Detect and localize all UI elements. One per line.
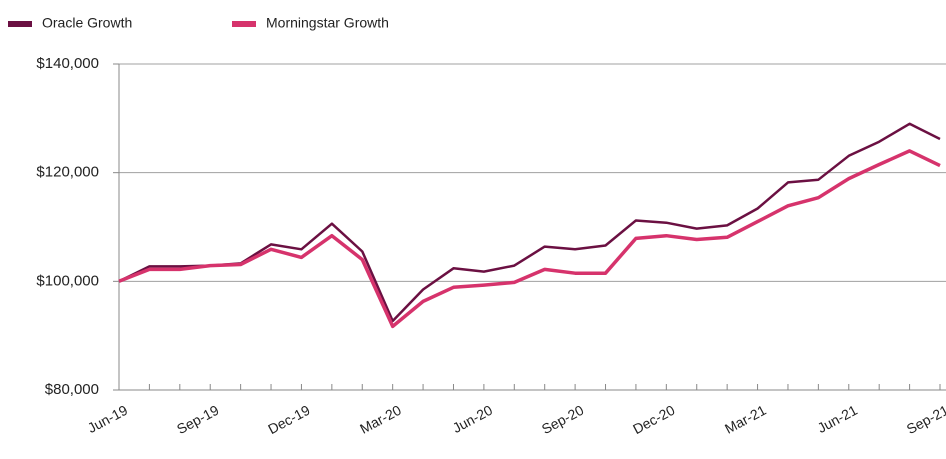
series-line [118, 149, 941, 329]
y-tick-label: $100,000 [36, 272, 99, 289]
x-tick-label: Jun-20 [450, 402, 495, 436]
legend-label: Morningstar Growth [266, 15, 389, 31]
x-tick-label: Jun-19 [85, 402, 130, 436]
legend-swatch [8, 21, 32, 27]
y-tick-label: $80,000 [45, 381, 99, 398]
legend-swatch [232, 21, 256, 27]
x-tick-label: Dec-20 [630, 402, 678, 437]
legend-label: Oracle Growth [42, 15, 132, 31]
y-tick-label: $120,000 [36, 164, 99, 181]
series-line [118, 122, 941, 323]
y-tick-label: $140,000 [36, 55, 99, 72]
x-tick-label: Dec-19 [265, 402, 313, 437]
x-tick-label: Mar-20 [357, 402, 404, 437]
x-tick-label: Sep-21 [904, 402, 946, 437]
x-tick-label: Mar-21 [722, 402, 769, 437]
x-tick-label: Jun-21 [815, 402, 860, 436]
x-tick-label: Sep-19 [174, 402, 222, 437]
x-tick-label: Sep-20 [539, 402, 587, 437]
